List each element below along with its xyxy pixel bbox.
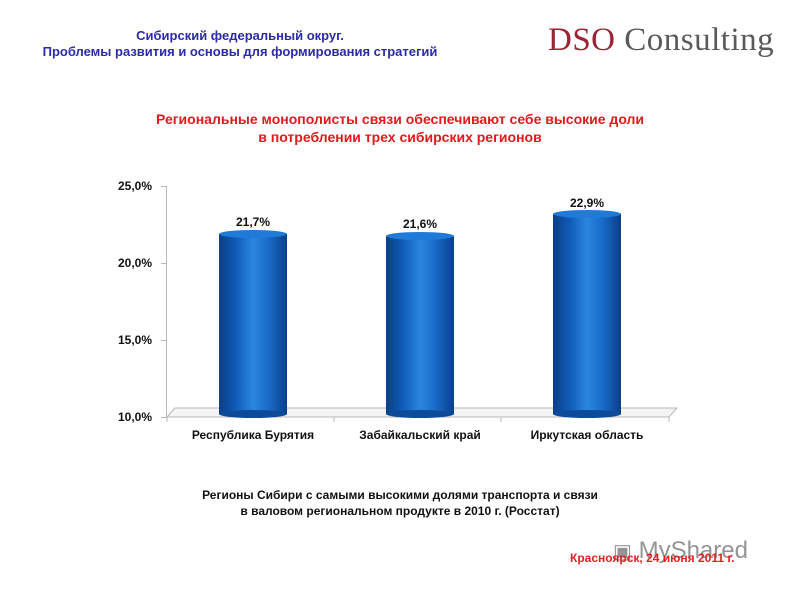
y-tick: [161, 417, 167, 418]
presentation-board-icon: ▣: [613, 541, 632, 563]
logo-dso: DSO: [548, 22, 616, 58]
y-tick-label: 10,0%: [117, 410, 152, 424]
watermark: ▣ MyShared: [613, 537, 748, 565]
category-label: Иркутская область: [530, 428, 644, 442]
chart-title: Региональные монополисты связи обеспечив…: [0, 110, 800, 146]
chart-title-line1: Региональные монополисты связи обеспечив…: [155, 111, 645, 127]
bar-value-label: 21,7%: [235, 215, 271, 229]
bar-value-label: 21,6%: [402, 217, 438, 231]
y-tick-label: 15,0%: [117, 333, 152, 347]
header-title-line2: Проблемы развития и основы для формирова…: [42, 44, 438, 59]
category-label: Республика Бурятия: [191, 428, 315, 442]
bar-value-label: 22,9%: [569, 196, 605, 210]
y-axis-line: [166, 186, 167, 418]
bar-respublika-buryatiya: [219, 230, 287, 418]
bar-irkutskaya-oblast: [553, 210, 621, 418]
source-note-line1: Регионы Сибири с самыми высокими долями …: [202, 488, 598, 502]
source-note: Регионы Сибири с самыми высокими долями …: [0, 487, 800, 519]
y-tick-label: 20,0%: [117, 256, 152, 270]
category-label: Забайкальский край: [359, 428, 481, 442]
header-title-line1: Сибирский федеральный округ.: [136, 28, 344, 43]
chart-title-line2: в потреблении трех сибирских регионов: [258, 129, 542, 145]
footer-location-date: Красноярск, 24 июня 2011 г.: [570, 551, 735, 565]
company-logo: DSO Consulting: [548, 22, 774, 59]
logo-consulting: Consulting: [615, 22, 775, 58]
y-tick: [161, 340, 167, 341]
y-tick-label: 25,0%: [117, 179, 152, 193]
source-note-line2: в валовом региональном продукте в 2010 г…: [240, 504, 560, 518]
watermark-text: MyShared: [638, 537, 748, 564]
bar-zabaykalsky-kray: [386, 232, 454, 418]
y-tick: [161, 263, 167, 264]
y-tick: [161, 186, 167, 187]
